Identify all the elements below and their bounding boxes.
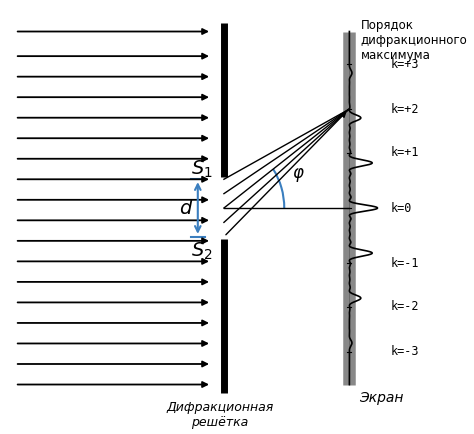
Text: k=-3: k=-3 bbox=[391, 345, 419, 358]
Text: k=+2: k=+2 bbox=[391, 103, 419, 116]
Text: Дифракционная
решётка: Дифракционная решётка bbox=[166, 401, 273, 429]
Text: d: d bbox=[180, 198, 192, 217]
Text: φ: φ bbox=[292, 164, 303, 182]
Text: k=+1: k=+1 bbox=[391, 146, 419, 159]
Text: $S_2$: $S_2$ bbox=[191, 240, 213, 262]
Text: k=0: k=0 bbox=[391, 201, 412, 214]
Text: k=-1: k=-1 bbox=[391, 257, 419, 270]
Text: Экран: Экран bbox=[359, 391, 403, 404]
Text: $S_1$: $S_1$ bbox=[191, 158, 213, 180]
Text: k=+3: k=+3 bbox=[391, 58, 419, 71]
Text: Порядок
дифракционного
максимума: Порядок дифракционного максимума bbox=[361, 19, 467, 62]
Text: k=-2: k=-2 bbox=[391, 300, 419, 313]
